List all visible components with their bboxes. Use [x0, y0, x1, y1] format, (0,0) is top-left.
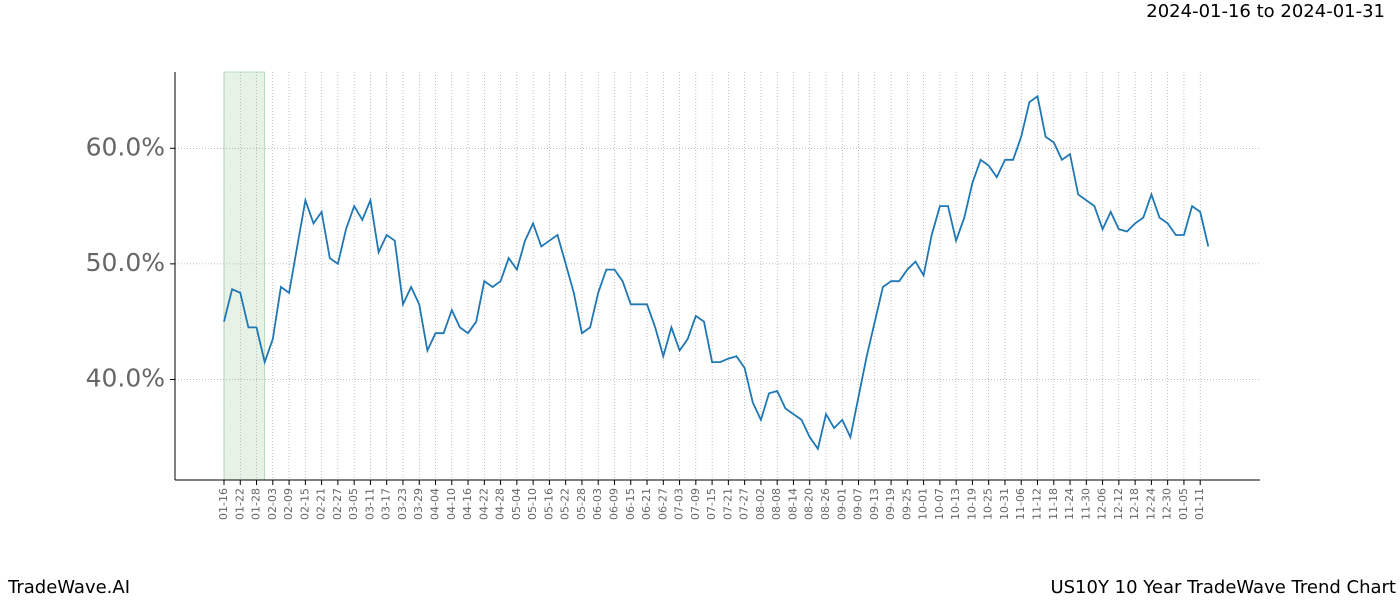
x-tick-label: 07-15 — [705, 488, 718, 520]
x-tick-label: 03-11 — [363, 488, 376, 520]
line-series — [223, 94, 1210, 451]
footer-left: TradeWave.AI — [7, 577, 130, 598]
x-tick-label: 10-31 — [998, 488, 1011, 520]
x-tick-label: 08-08 — [770, 488, 783, 520]
x-tick-label: 06-09 — [607, 488, 620, 520]
x-tick-label: 12-24 — [1144, 488, 1157, 520]
x-tick-label: 07-03 — [673, 488, 686, 520]
x-tick-label: 07-27 — [738, 488, 751, 520]
y-tick-label: 60.0% — [86, 132, 165, 161]
x-tick-label: 02-21 — [315, 488, 328, 520]
x-tick-label: 12-06 — [1096, 488, 1109, 520]
x-tick-label: 08-20 — [803, 488, 816, 520]
x-tick-label: 04-04 — [429, 488, 442, 520]
x-tick-label: 02-03 — [266, 488, 279, 520]
x-tick-label: 12-18 — [1128, 488, 1141, 520]
x-tick-label: 06-03 — [591, 488, 604, 520]
x-tick-label: 03-29 — [412, 488, 425, 520]
x-tick-label: 01-16 — [217, 488, 230, 520]
x-tick-label: 03-05 — [347, 488, 360, 520]
x-tick-label: 09-01 — [835, 488, 848, 520]
x-tick-label: 01-05 — [1177, 488, 1190, 520]
x-tick-label: 02-15 — [298, 488, 311, 520]
x-tick-label: 11-06 — [1014, 488, 1027, 520]
x-tick-label: 10-01 — [917, 488, 930, 520]
x-tick-label: 04-22 — [477, 488, 490, 520]
x-tick-label: 01-11 — [1193, 488, 1206, 520]
x-tick-label: 10-07 — [933, 488, 946, 520]
x-tick-label: 05-28 — [575, 488, 588, 520]
x-tick-label: 10-19 — [965, 488, 978, 520]
y-tick-label: 50.0% — [86, 248, 165, 277]
x-tick-label: 03-17 — [380, 488, 393, 520]
x-tick-label: 07-09 — [689, 488, 702, 520]
x-tick-label: 12-12 — [1112, 488, 1125, 520]
x-tick-label: 01-22 — [233, 488, 246, 520]
x-tick-label: 04-10 — [445, 488, 458, 520]
x-tick-label: 05-04 — [510, 488, 523, 520]
x-tick-label: 09-13 — [868, 488, 881, 520]
x-tick-label: 02-27 — [331, 488, 344, 520]
x-tick-label: 05-10 — [526, 488, 539, 520]
x-tick-label: 05-22 — [559, 488, 572, 520]
x-tick-label: 11-24 — [1063, 488, 1076, 520]
x-tick-label: 07-21 — [721, 488, 734, 520]
x-tick-label: 10-25 — [982, 488, 995, 520]
x-tick-label: 11-30 — [1079, 488, 1092, 520]
footer-right: US10Y 10 Year TradeWave Trend Chart — [1050, 577, 1396, 598]
x-tick-label: 09-07 — [852, 488, 865, 520]
x-tick-label: 03-23 — [396, 488, 409, 520]
y-tick-label: 40.0% — [86, 363, 165, 392]
chart-title: 2024-01-16 to 2024-01-31 — [1146, 1, 1385, 22]
x-tick-label: 08-26 — [819, 488, 832, 520]
x-tick-label: 04-28 — [494, 488, 507, 520]
x-tick-label: 10-13 — [949, 488, 962, 520]
x-tick-label: 09-19 — [884, 488, 897, 520]
x-tick-label: 09-25 — [900, 488, 913, 520]
x-tick-label: 12-30 — [1161, 488, 1174, 520]
x-tick-label: 08-14 — [786, 488, 799, 520]
x-tick-label: 11-12 — [1031, 488, 1044, 520]
highlight-span — [223, 71, 265, 481]
x-tick-label: 04-16 — [461, 488, 474, 520]
x-tick-label: 06-15 — [624, 488, 637, 520]
x-tick-label: 06-21 — [640, 488, 653, 520]
x-tick-label: 11-18 — [1047, 488, 1060, 520]
x-tick-label: 05-16 — [542, 488, 555, 520]
x-tick-label: 08-02 — [754, 488, 767, 520]
x-tick-label: 02-09 — [282, 488, 295, 520]
x-tick-label: 06-27 — [656, 488, 669, 520]
x-tick-label: 01-28 — [250, 488, 263, 520]
